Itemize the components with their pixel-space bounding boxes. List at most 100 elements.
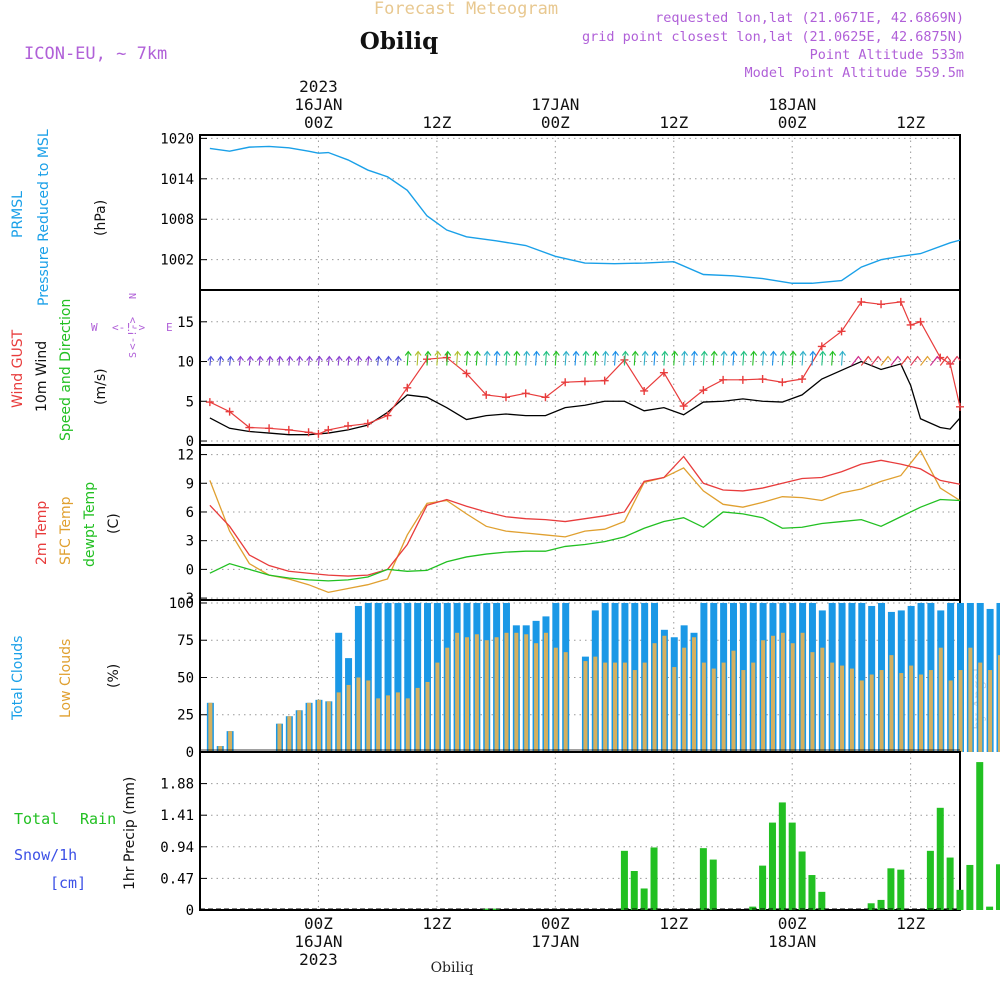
clouds-panel: 0 25 50 75 100 <box>169 596 1000 761</box>
wind-direction-arrow <box>219 356 222 366</box>
gust-point <box>640 386 649 395</box>
tick-label-y: 15 <box>177 315 194 331</box>
bar-total-rain <box>926 850 934 910</box>
bar-low-clouds <box>415 687 420 752</box>
precip-label-rain: Rain <box>80 810 116 828</box>
wind-direction-arrowhead <box>760 350 768 356</box>
bar-low-clouds <box>386 695 391 752</box>
series-line-sfc-temp <box>209 449 961 594</box>
time-label-top: 00Z <box>304 113 333 132</box>
gust-point <box>758 375 767 384</box>
wind-direction-arrow <box>554 351 557 366</box>
wind-direction-arrow <box>841 351 844 366</box>
compass-axis-h: <-!-> <box>112 321 145 334</box>
wind-direction-arrow <box>465 351 469 366</box>
tick-label-y: 0.47 <box>160 871 194 887</box>
wind-direction-arrowhead <box>464 350 471 356</box>
gust-point <box>284 425 293 434</box>
wind-direction-arrowhead <box>661 350 669 356</box>
compass-east: E <box>166 321 173 334</box>
bar-low-clouds <box>780 632 785 752</box>
panel-labels: PRMSL Pressure Reduced to MSL (hPa) Wind… <box>10 129 173 892</box>
gust-point <box>659 368 668 377</box>
bar-low-clouds <box>218 746 223 752</box>
wind-direction-arrowhead <box>444 350 452 356</box>
wind-direction-arrowhead <box>612 350 619 356</box>
location-title: Obiliq <box>360 28 438 55</box>
bar-total-rain <box>768 822 776 910</box>
bar-total-rain <box>798 851 806 910</box>
bar-low-clouds <box>208 702 213 752</box>
bar-low-clouds <box>889 655 894 752</box>
wind-direction-arrow <box>831 351 834 366</box>
wind-direction-arrow <box>485 351 488 366</box>
tick-label-y: 0.94 <box>160 840 194 856</box>
wind-direction-arrow <box>604 351 607 366</box>
bar-low-clouds <box>514 632 519 752</box>
wind-direction-arrow <box>357 356 360 366</box>
tick-label-y: 1020 <box>160 131 194 147</box>
wind-direction-arrowhead <box>864 355 872 361</box>
wind-direction-arrow <box>456 351 459 366</box>
bar-low-clouds <box>662 635 667 752</box>
wind-direction-arrow <box>396 356 399 366</box>
wind-direction-arrowhead <box>543 350 550 356</box>
wind-direction-arrow <box>377 356 380 366</box>
wind-direction-arrow <box>594 351 597 366</box>
wind-direction-arrowhead <box>276 355 284 361</box>
wind-direction-arrowhead <box>740 350 748 356</box>
tick-label-y: 0 <box>186 903 194 919</box>
gust-point <box>877 300 886 309</box>
bar-low-clouds <box>563 652 568 752</box>
bar-total-rain <box>808 875 816 910</box>
wind-direction-arrowhead <box>286 355 294 361</box>
wind-direction-arrowhead <box>914 355 922 361</box>
tick-label-y: 100 <box>169 596 194 612</box>
wind-direction-arrow <box>771 351 775 366</box>
gust-point <box>798 375 807 384</box>
wind-direction-arrowhead <box>874 355 882 361</box>
bar-low-clouds <box>761 640 766 752</box>
gust-point <box>324 425 333 434</box>
bar-low-clouds <box>879 670 884 752</box>
wind-direction-arrowhead <box>894 355 902 361</box>
bar-low-clouds <box>830 662 835 752</box>
wind-direction-arrowhead <box>385 355 392 361</box>
bar-low-clouds <box>919 674 924 752</box>
time-label-top: 00Z <box>541 113 570 132</box>
bar-low-clouds <box>504 632 509 752</box>
wind-direction-arrow <box>327 356 330 366</box>
bar-total-clouds <box>947 602 955 752</box>
wind-direction-arrowhead <box>884 355 892 361</box>
wind-direction-arrowhead <box>365 355 373 361</box>
wind-direction-arrowhead <box>750 350 758 356</box>
time-label: 17JAN <box>531 932 579 951</box>
bar-low-clouds <box>464 637 469 752</box>
wind-direction-arrow <box>278 356 281 366</box>
wind-direction-arrowhead <box>710 350 718 356</box>
tick-label-y: 1014 <box>160 172 194 188</box>
point-altitude: Point Altitude 533m <box>810 47 964 63</box>
wind-direction-arrow <box>653 351 656 366</box>
clouds-label-low: Low Clouds <box>58 639 74 718</box>
gust-point <box>462 369 471 378</box>
gust-point <box>896 297 905 306</box>
wind-direction-arrow <box>238 356 242 366</box>
gust-point <box>679 402 688 411</box>
tick-label-y: -3 <box>177 591 194 607</box>
wind-direction-arrowhead <box>943 355 951 361</box>
bar-low-clouds <box>484 640 489 752</box>
bar-total-rain <box>877 899 885 910</box>
bar-low-clouds <box>445 647 450 752</box>
wind-direction-arrowhead <box>454 350 462 356</box>
pressure-label-unit: (hPa) <box>93 200 109 236</box>
precip-label-unit: 1hr Precip (mm) <box>122 777 138 890</box>
bar-total-rain <box>936 807 944 910</box>
precip-panel: 0 0.47 0.94 1.41 1.88 <box>160 751 1000 919</box>
bar-total-clouds <box>414 602 422 752</box>
bar-total-rain <box>867 903 875 910</box>
product-title: Forecast Meteogram <box>374 0 558 19</box>
compass-north: N <box>128 293 139 299</box>
wind-direction-arrowhead <box>424 350 432 356</box>
wind-direction-arrow <box>801 351 804 366</box>
